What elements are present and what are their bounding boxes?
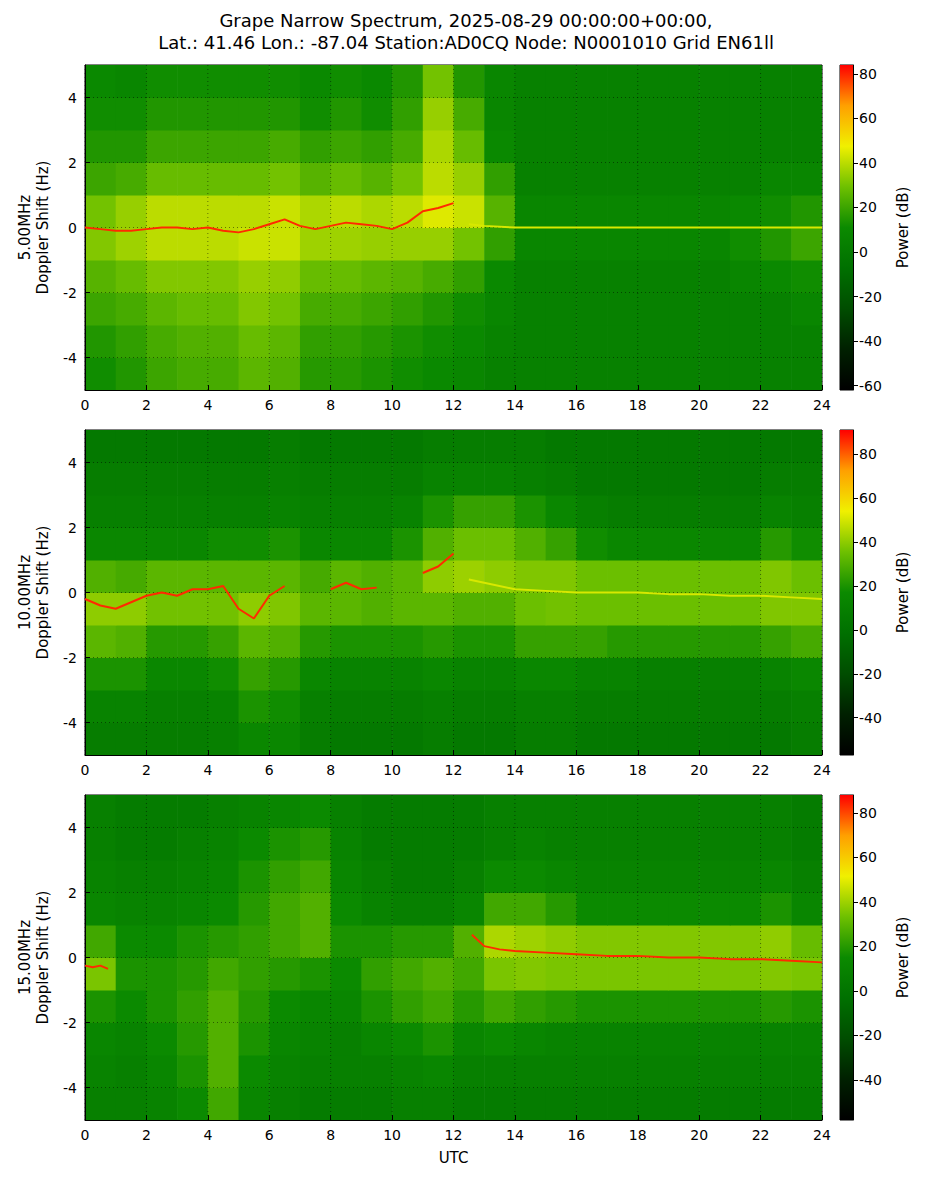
svg-text:12: 12 xyxy=(445,762,463,778)
svg-text:2: 2 xyxy=(142,1127,151,1143)
svg-text:8: 8 xyxy=(326,397,335,413)
svg-text:6: 6 xyxy=(265,397,274,413)
svg-text:-60: -60 xyxy=(859,378,882,394)
svg-text:8: 8 xyxy=(326,762,335,778)
svg-text:40: 40 xyxy=(859,155,877,171)
svg-text:Grape Narrow Spectrum, 2025-08: Grape Narrow Spectrum, 2025-08-29 00:00:… xyxy=(219,10,712,31)
svg-text:6: 6 xyxy=(265,762,274,778)
svg-text:40: 40 xyxy=(859,894,877,910)
svg-text:20: 20 xyxy=(859,578,877,594)
svg-text:4: 4 xyxy=(203,1127,212,1143)
svg-text:16: 16 xyxy=(567,762,585,778)
svg-text:4: 4 xyxy=(203,762,212,778)
svg-text:-20: -20 xyxy=(859,666,882,682)
svg-text:20: 20 xyxy=(690,1127,708,1143)
svg-text:10.00MHz: 10.00MHz xyxy=(16,555,34,630)
svg-text:Doppler Shift (Hz): Doppler Shift (Hz) xyxy=(34,526,52,660)
svg-text:UTC: UTC xyxy=(439,1149,469,1167)
svg-text:-2: -2 xyxy=(63,1015,77,1031)
svg-text:22: 22 xyxy=(752,1127,770,1143)
svg-text:0: 0 xyxy=(859,622,868,638)
svg-text:-4: -4 xyxy=(63,350,77,366)
svg-text:-40: -40 xyxy=(859,710,882,726)
svg-text:18: 18 xyxy=(629,1127,647,1143)
svg-text:80: 80 xyxy=(859,66,877,82)
svg-text:0: 0 xyxy=(81,1127,90,1143)
svg-text:15.00MHz: 15.00MHz xyxy=(16,920,34,995)
svg-text:16: 16 xyxy=(567,397,585,413)
svg-text:0: 0 xyxy=(68,220,77,236)
svg-text:24: 24 xyxy=(813,762,831,778)
svg-text:80: 80 xyxy=(859,805,877,821)
svg-text:8: 8 xyxy=(326,1127,335,1143)
svg-text:Power (dB): Power (dB) xyxy=(894,187,912,269)
svg-text:-20: -20 xyxy=(859,289,882,305)
svg-text:-40: -40 xyxy=(859,333,882,349)
svg-text:5.00MHz: 5.00MHz xyxy=(16,195,34,261)
svg-text:0: 0 xyxy=(859,244,868,260)
svg-text:-4: -4 xyxy=(63,715,77,731)
svg-text:Power (dB): Power (dB) xyxy=(894,552,912,634)
svg-text:10: 10 xyxy=(383,1127,401,1143)
svg-text:-2: -2 xyxy=(63,285,77,301)
svg-text:4: 4 xyxy=(68,820,77,836)
svg-text:Doppler Shift (Hz): Doppler Shift (Hz) xyxy=(34,891,52,1025)
svg-text:12: 12 xyxy=(445,1127,463,1143)
svg-text:10: 10 xyxy=(383,762,401,778)
svg-text:22: 22 xyxy=(752,762,770,778)
svg-text:-2: -2 xyxy=(63,650,77,666)
svg-text:24: 24 xyxy=(813,397,831,413)
svg-text:0: 0 xyxy=(68,950,77,966)
svg-text:16: 16 xyxy=(567,1127,585,1143)
svg-text:-20: -20 xyxy=(859,1027,882,1043)
svg-text:60: 60 xyxy=(859,490,877,506)
svg-text:14: 14 xyxy=(506,1127,524,1143)
svg-text:6: 6 xyxy=(265,1127,274,1143)
svg-text:0: 0 xyxy=(81,762,90,778)
svg-text:2: 2 xyxy=(142,762,151,778)
svg-text:0: 0 xyxy=(68,585,77,601)
svg-text:20: 20 xyxy=(859,938,877,954)
svg-text:60: 60 xyxy=(859,849,877,865)
svg-text:10: 10 xyxy=(383,397,401,413)
svg-text:2: 2 xyxy=(68,885,77,901)
svg-text:0: 0 xyxy=(859,983,868,999)
svg-text:-40: -40 xyxy=(859,1072,882,1088)
svg-text:2: 2 xyxy=(68,155,77,171)
svg-text:14: 14 xyxy=(506,762,524,778)
svg-text:12: 12 xyxy=(445,397,463,413)
svg-text:2: 2 xyxy=(142,397,151,413)
svg-text:0: 0 xyxy=(81,397,90,413)
svg-text:20: 20 xyxy=(690,397,708,413)
svg-text:18: 18 xyxy=(629,397,647,413)
svg-text:Lat.: 41.46 Lon.: -87.04 Stati: Lat.: 41.46 Lon.: -87.04 Station:AD0CQ N… xyxy=(158,32,774,53)
svg-text:18: 18 xyxy=(629,762,647,778)
svg-text:24: 24 xyxy=(813,1127,831,1143)
svg-text:4: 4 xyxy=(68,455,77,471)
svg-text:-4: -4 xyxy=(63,1080,77,1096)
svg-text:60: 60 xyxy=(859,110,877,126)
svg-text:14: 14 xyxy=(506,397,524,413)
svg-text:2: 2 xyxy=(68,520,77,536)
svg-text:4: 4 xyxy=(203,397,212,413)
svg-text:40: 40 xyxy=(859,534,877,550)
svg-text:Power (dB): Power (dB) xyxy=(894,917,912,999)
svg-text:20: 20 xyxy=(859,199,877,215)
svg-text:4: 4 xyxy=(68,90,77,106)
svg-text:22: 22 xyxy=(752,397,770,413)
svg-text:80: 80 xyxy=(859,446,877,462)
svg-text:Doppler Shift (Hz): Doppler Shift (Hz) xyxy=(34,161,52,295)
svg-text:20: 20 xyxy=(690,762,708,778)
